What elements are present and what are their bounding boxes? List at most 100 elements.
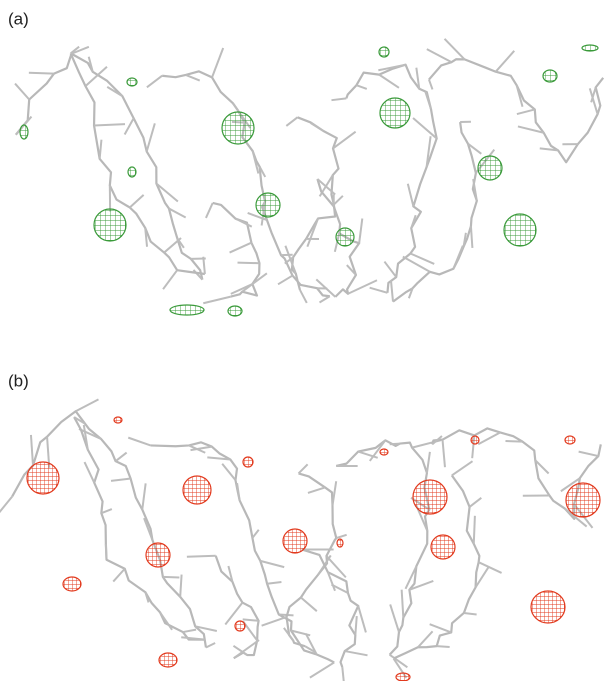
- density-mesh: [283, 529, 307, 553]
- side-chain: [203, 297, 231, 304]
- side-chain: [320, 296, 330, 302]
- side-chain: [101, 509, 112, 513]
- side-chain: [403, 257, 430, 272]
- side-chain: [384, 262, 396, 278]
- side-chain: [517, 109, 535, 114]
- density-mesh: [565, 436, 575, 444]
- side-chain: [212, 48, 223, 77]
- side-chain: [359, 218, 362, 243]
- density-mesh: [27, 462, 59, 494]
- density-mesh: [63, 577, 81, 591]
- density-mesh: [337, 539, 343, 547]
- side-chain: [238, 263, 260, 264]
- density-mesh: [566, 483, 600, 517]
- density-mesh: [114, 417, 122, 423]
- side-chain: [470, 498, 482, 507]
- side-chain: [187, 556, 216, 557]
- side-chain: [267, 582, 281, 584]
- side-chain: [427, 452, 430, 473]
- side-chain: [464, 613, 477, 614]
- side-chain: [311, 123, 324, 131]
- side-chain: [222, 464, 235, 480]
- density-mesh: [396, 673, 410, 681]
- density-mesh: [183, 476, 211, 504]
- density-mesh: [379, 47, 389, 57]
- density-mesh: [336, 228, 354, 246]
- side-chain: [0, 496, 12, 520]
- side-chain: [278, 276, 292, 285]
- side-chain: [183, 630, 196, 632]
- backbone: [71, 53, 205, 274]
- density-mesh: [471, 436, 479, 444]
- density-mesh: [128, 167, 136, 177]
- side-chain: [181, 637, 205, 639]
- side-chain: [402, 590, 404, 618]
- density-mesh: [20, 125, 28, 139]
- side-chain: [370, 288, 388, 293]
- side-chain: [85, 67, 106, 86]
- side-chain: [496, 51, 515, 72]
- density-mesh: [504, 214, 536, 246]
- side-chain: [390, 444, 400, 445]
- side-chain: [113, 569, 124, 582]
- side-chain: [379, 75, 399, 88]
- side-chain: [286, 117, 297, 126]
- side-chain: [345, 651, 368, 655]
- panel-label: (b): [8, 371, 29, 390]
- side-chain: [336, 535, 346, 538]
- side-chain: [31, 435, 33, 466]
- side-chain: [160, 612, 172, 629]
- side-chain: [408, 184, 414, 207]
- side-chain: [437, 646, 450, 647]
- density-mesh: [380, 98, 410, 128]
- side-chain: [300, 290, 307, 303]
- side-chain: [125, 118, 134, 134]
- figure: (a) (b): [0, 0, 609, 681]
- side-chain: [356, 85, 366, 89]
- side-chain: [94, 124, 125, 125]
- density-mesh: [413, 480, 447, 514]
- side-chain: [331, 98, 346, 100]
- density-mesh: [243, 457, 253, 467]
- density-mesh: [235, 621, 245, 631]
- side-chain: [358, 606, 366, 633]
- side-chain: [111, 479, 131, 481]
- side-chain: [147, 76, 162, 88]
- page: {"panels": [{"label": "(a)"}, {"label": …: [0, 0, 609, 681]
- side-chain: [474, 516, 475, 544]
- side-chain: [85, 462, 95, 483]
- side-chain: [116, 453, 127, 462]
- density-mesh: [222, 112, 254, 144]
- side-chain: [236, 219, 252, 227]
- density-mesh: [228, 306, 242, 316]
- density-mesh: [582, 45, 598, 51]
- side-chain: [579, 452, 599, 456]
- side-chain: [479, 562, 502, 573]
- side-chain: [147, 123, 155, 151]
- side-chain: [342, 667, 344, 681]
- side-chain: [106, 544, 107, 558]
- side-chain: [206, 203, 213, 218]
- density-mesh: [380, 449, 388, 455]
- side-chain: [453, 246, 462, 269]
- density-mesh: [94, 209, 126, 241]
- side-chain: [308, 487, 325, 493]
- side-chain: [430, 624, 452, 632]
- side-chain: [128, 438, 150, 446]
- side-chain: [355, 616, 356, 635]
- side-chain: [29, 73, 54, 74]
- side-chain: [505, 441, 522, 442]
- side-chain: [230, 243, 252, 253]
- side-chain: [310, 662, 334, 677]
- density-mesh: [146, 543, 170, 567]
- side-chain: [262, 617, 287, 626]
- panel-label: (a): [8, 9, 29, 28]
- side-chain: [180, 575, 181, 597]
- density-mesh: [478, 156, 502, 180]
- side-chain: [427, 49, 452, 62]
- side-chain: [186, 75, 200, 81]
- side-chain: [252, 530, 258, 538]
- side-chain: [243, 619, 259, 620]
- side-chain: [445, 39, 465, 60]
- side-chain: [418, 631, 433, 647]
